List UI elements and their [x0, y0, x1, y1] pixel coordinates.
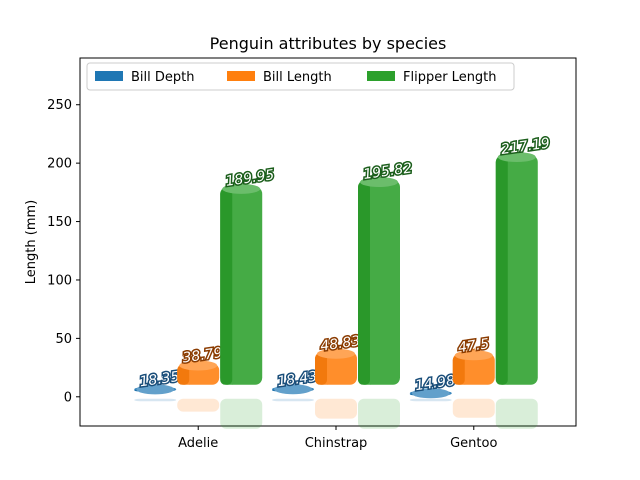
y-tick-label: 0 — [64, 390, 72, 405]
bar-cap — [317, 348, 355, 359]
bar-reflection — [272, 398, 314, 402]
legend: Bill Depth Bill Length Flipper Length — [86, 62, 515, 91]
y-tick-label: 150 — [47, 215, 72, 230]
bar-reflection — [495, 398, 538, 429]
y-axis-label: Length (mm) — [24, 200, 39, 284]
bar-cap — [411, 388, 450, 399]
y-tick-label: 250 — [47, 98, 72, 113]
legend-entry: Flipper Length — [403, 70, 497, 85]
legend-swatch — [227, 71, 255, 81]
bar-bill-length-chinstrap — [315, 346, 357, 419]
bar-value-label: 189.95 — [225, 167, 276, 190]
bar-reflection — [358, 398, 400, 429]
bar-value-label: 18.43 — [276, 369, 318, 390]
x-tick-label: Gentoo — [450, 436, 497, 451]
bar-cap — [222, 183, 261, 194]
plot-frame — [79, 57, 577, 427]
bar-value-label: 14.98 — [414, 373, 456, 394]
bar-bill-depth-chinstrap — [272, 382, 314, 402]
legend-swatch — [367, 71, 395, 81]
bar-reflection — [177, 398, 220, 412]
bar-reflection — [220, 398, 263, 429]
bar-reflection — [134, 398, 177, 402]
legend-swatch — [95, 71, 123, 81]
y-tick-label: 200 — [47, 157, 72, 172]
bar-reflection — [315, 398, 357, 419]
bar-cap — [497, 152, 536, 163]
x-tick-label: Adelie — [178, 436, 218, 451]
bar-front — [495, 157, 508, 385]
bar-flipper-length-chinstrap — [358, 175, 400, 429]
bar-value-label: 48.83 — [319, 333, 361, 354]
bar-reflection — [452, 398, 495, 418]
bar-value-label: 195.82 — [362, 160, 413, 183]
bar-value-label: 38.79 — [182, 345, 224, 366]
bar-front — [177, 365, 190, 385]
legend-box — [86, 62, 515, 91]
bar-bill-length-adelie — [177, 358, 220, 412]
bar-bill-depth-gentoo — [409, 386, 452, 402]
bar-cap — [179, 360, 218, 371]
legend-entry: Bill Length — [263, 70, 332, 85]
y-tick-label: 100 — [47, 273, 72, 288]
bar-front — [452, 355, 465, 385]
bar-reflection — [409, 398, 452, 402]
bar-cap — [274, 384, 312, 395]
bar-value-label: 47.5 — [457, 336, 490, 356]
bar-cap — [136, 384, 175, 395]
bar-cap — [454, 350, 493, 361]
bar-front — [315, 353, 327, 385]
bar-front — [220, 188, 233, 385]
y-tick-label: 50 — [55, 332, 72, 347]
bar-flipper-length-adelie — [220, 181, 263, 429]
x-tick-label: Chinstrap — [305, 436, 368, 451]
bar-bill-length-gentoo — [452, 348, 495, 418]
chart-title: Penguin attributes by species — [210, 34, 447, 53]
bar-bill-depth-adelie — [134, 382, 177, 402]
bar-flipper-length-gentoo — [495, 150, 538, 429]
bar-value-label: 217.19 — [500, 135, 551, 158]
bar-value-label: 18.35 — [139, 369, 181, 390]
legend-entry: Bill Depth — [131, 70, 194, 85]
bar-front — [358, 182, 370, 385]
bar-cap — [360, 177, 398, 188]
